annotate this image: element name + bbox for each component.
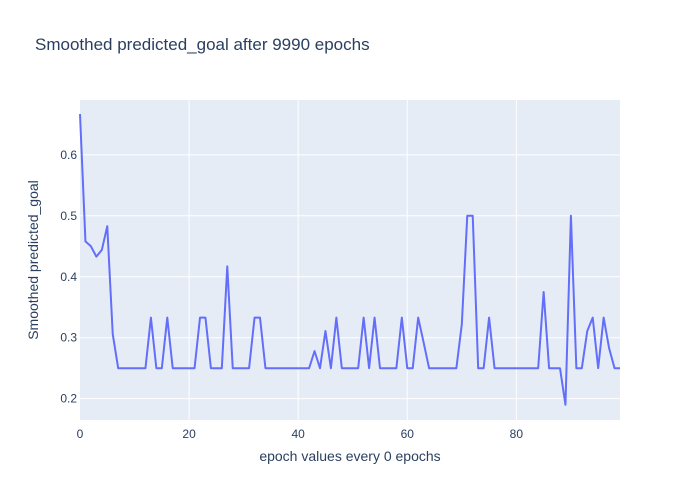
x-tick-label-1: 20	[182, 427, 196, 441]
y-tick-label-3: 0.5	[60, 209, 77, 223]
y-tick-label-4: 0.6	[60, 148, 77, 162]
x-tick-label-0: 0	[77, 427, 84, 441]
x-tick-label-3: 60	[401, 427, 415, 441]
y-tick-label-0: 0.2	[60, 392, 77, 406]
y-axis-ticks: 0.2 0.3 0.4 0.5 0.6	[60, 148, 77, 406]
y-tick-label-1: 0.3	[60, 331, 77, 345]
x-tick-label-2: 40	[292, 427, 306, 441]
x-tick-label-4: 80	[510, 427, 524, 441]
series-layer	[79, 113, 620, 406]
series-line-0	[79, 113, 620, 406]
x-axis-ticks: 0 20 40 60 80	[77, 427, 524, 441]
x-axis-title: epoch values every 0 epochs	[259, 448, 440, 464]
chart-title: Smoothed predicted_goal after 9990 epoch…	[35, 35, 370, 54]
plot-area	[80, 100, 620, 420]
y-axis-title: Smoothed predicted_goal	[25, 180, 41, 340]
y-tick-label-2: 0.4	[60, 270, 77, 284]
